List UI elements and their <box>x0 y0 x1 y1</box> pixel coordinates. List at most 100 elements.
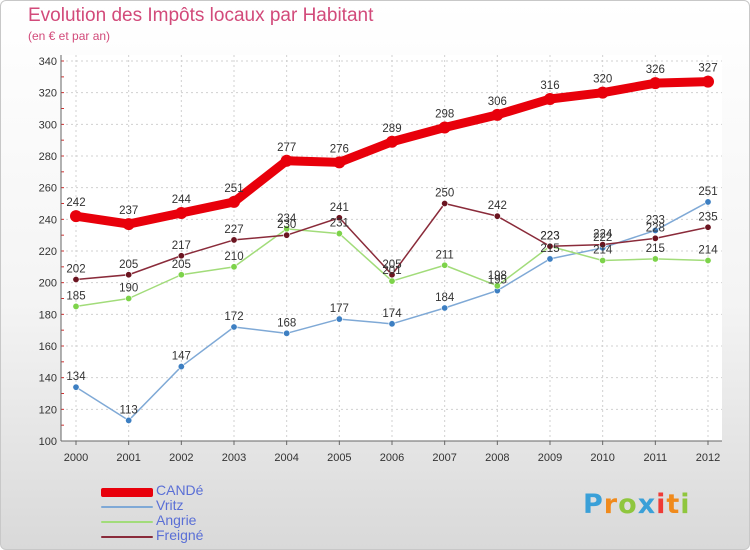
data-point <box>388 271 396 279</box>
x-tick-label: 2009 <box>538 452 562 464</box>
data-label: 113 <box>119 404 137 416</box>
data-label: 147 <box>172 351 191 363</box>
legend-label: Freigné <box>156 527 204 543</box>
data-label: 227 <box>224 224 243 236</box>
y-tick-label: 220 <box>39 246 57 258</box>
data-point <box>175 207 188 219</box>
data-point <box>704 198 712 206</box>
data-point <box>493 282 501 290</box>
legend-label: Vritz <box>156 497 184 513</box>
data-point <box>702 75 714 88</box>
chart-subtitle: (en € et par an) <box>28 29 111 43</box>
data-label: 177 <box>330 303 349 315</box>
x-tick-label: 2000 <box>64 452 88 464</box>
data-point <box>230 323 238 331</box>
logo-letter: i <box>656 489 667 520</box>
data-point <box>704 223 712 231</box>
data-point <box>177 363 185 371</box>
logo-letter: r <box>603 489 619 520</box>
chart-title: Evolution des Impôts locaux par Habitant <box>28 5 374 26</box>
x-tick-label: 2002 <box>169 452 193 464</box>
data-point <box>335 230 343 238</box>
y-tick-label: 180 <box>39 309 57 321</box>
y-tick-label: 340 <box>39 56 57 68</box>
y-tick-label: 320 <box>39 88 57 100</box>
data-label: 224 <box>593 229 613 241</box>
data-point <box>283 329 291 337</box>
y-tick-label: 300 <box>39 119 57 131</box>
x-tick-label: 2004 <box>274 452 298 464</box>
data-point <box>72 383 80 391</box>
data-label: 233 <box>646 214 665 226</box>
data-point <box>386 135 398 148</box>
data-point <box>333 156 346 169</box>
data-point <box>125 416 133 424</box>
data-label: 174 <box>382 308 402 320</box>
data-label: 214 <box>698 245 718 257</box>
data-label: 231 <box>330 218 349 230</box>
data-label: 228 <box>646 222 665 234</box>
proxiti-logo: Proxiti <box>583 489 691 520</box>
data-label: 205 <box>172 259 191 271</box>
x-tick-label: 2008 <box>485 452 509 464</box>
legend-swatch <box>101 536 153 538</box>
x-tick-label: 2003 <box>222 452 246 464</box>
data-label: 215 <box>540 243 559 255</box>
data-label: 211 <box>435 249 453 261</box>
data-point <box>649 77 662 90</box>
y-tick-label: 280 <box>39 151 57 163</box>
data-label: 223 <box>540 230 559 242</box>
logo-letter: t <box>666 489 681 520</box>
data-label: 184 <box>435 292 455 304</box>
data-point <box>72 302 80 310</box>
data-point <box>438 121 451 134</box>
y-tick-label: 120 <box>39 404 57 416</box>
x-tick-label: 2010 <box>590 452 614 464</box>
legend-label: CANDé <box>156 482 204 498</box>
data-point <box>177 271 185 279</box>
legend-label: Angrie <box>156 512 197 528</box>
data-point <box>546 255 554 263</box>
data-label: 251 <box>224 183 243 195</box>
data-point <box>388 277 396 285</box>
data-point <box>280 154 293 167</box>
data-label: 235 <box>698 211 717 223</box>
x-tick-label: 2006 <box>380 452 404 464</box>
data-label: 205 <box>382 259 401 271</box>
data-label: 277 <box>277 142 296 154</box>
data-label: 172 <box>224 311 243 323</box>
data-point <box>651 234 659 242</box>
data-point <box>125 294 133 302</box>
x-tick-label: 2011 <box>644 452 668 464</box>
data-label: 230 <box>277 219 296 231</box>
data-label: 289 <box>382 123 401 135</box>
data-point <box>335 315 343 323</box>
data-label: 217 <box>172 240 191 252</box>
data-point <box>599 256 607 264</box>
data-label: 215 <box>646 243 665 255</box>
data-point <box>493 212 501 220</box>
data-label: 242 <box>488 200 507 212</box>
data-label: 326 <box>646 64 665 76</box>
y-tick-label: 140 <box>39 373 57 385</box>
data-label: 306 <box>488 96 507 108</box>
data-point <box>704 256 712 264</box>
x-tick-label: 2012 <box>696 452 720 464</box>
logo-letter: o <box>618 489 638 520</box>
x-tick-label: 2007 <box>432 452 456 464</box>
data-point <box>228 195 240 208</box>
data-point <box>544 93 556 105</box>
data-point <box>177 252 185 260</box>
y-tick-label: 240 <box>39 214 57 226</box>
data-label: 276 <box>330 143 349 155</box>
data-label: 241 <box>330 202 349 214</box>
data-label: 251 <box>698 186 717 198</box>
data-point <box>651 255 659 263</box>
legend-swatch <box>101 521 153 523</box>
data-point <box>335 214 343 222</box>
y-tick-label: 260 <box>39 183 57 195</box>
y-tick-label: 160 <box>39 341 57 353</box>
data-label: 327 <box>698 63 717 75</box>
data-point <box>441 261 449 269</box>
